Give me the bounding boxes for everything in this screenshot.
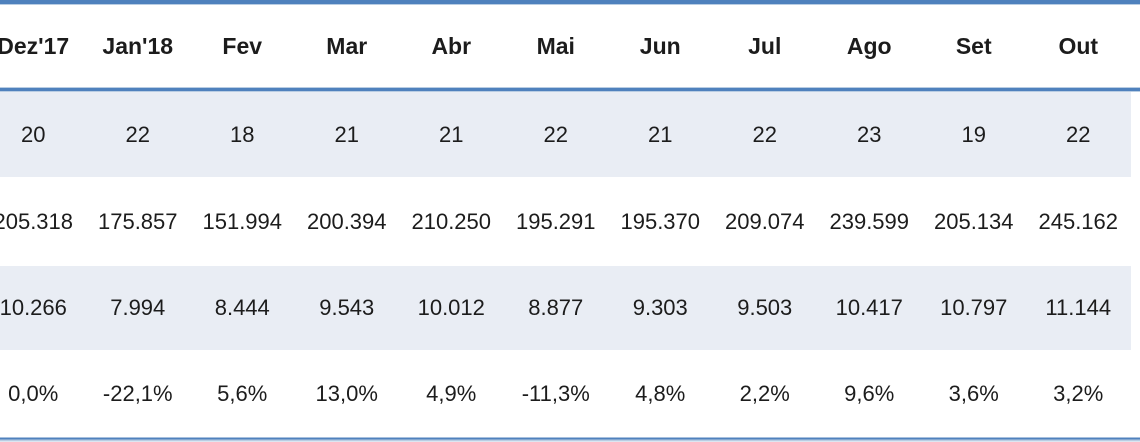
column-header: Set: [955, 32, 992, 59]
column-header: Jun: [639, 32, 681, 59]
table-cell: 239.599: [829, 208, 910, 234]
table-row: 20 22 18 21 21 22 21 22 23 19 22: [0, 92, 1131, 177]
table-cell: 7.994: [110, 295, 166, 320]
table-cell: 10.012: [417, 295, 485, 320]
table-cell: 4,8%: [635, 380, 686, 406]
table-cell: 23: [857, 121, 882, 147]
table-cell: 21: [334, 121, 359, 147]
table-cell: 9.303: [632, 295, 688, 320]
table-cell: 4,9%: [426, 380, 477, 406]
column-header: Mai: [536, 32, 575, 59]
table-cell: 5,6%: [217, 380, 268, 406]
table-cell: 22: [125, 121, 150, 147]
column-header: Mar: [326, 32, 368, 59]
table-cell: 22: [1066, 121, 1091, 147]
table-cell: 20: [21, 121, 46, 147]
table-cell: 18: [230, 121, 255, 147]
column-header: Jul: [748, 32, 782, 59]
column-header: Dez'17: [0, 32, 70, 59]
column-header: Abr: [431, 32, 472, 59]
table-cell: 175.857: [97, 208, 178, 234]
table-cell: 210.250: [411, 208, 492, 234]
header-underline-border: [0, 87, 1140, 92]
header-row: Dez'17 Jan'18 Fev Mar Abr Mai Jun Jul Ag…: [0, 5, 1131, 87]
table-cell: 13,0%: [315, 380, 378, 406]
table-cell: 151.994: [202, 208, 283, 234]
table-cell: 21: [439, 121, 464, 147]
table-cell: 2,2%: [739, 380, 790, 406]
table-cell: 8.877: [528, 295, 584, 320]
table-cell: 11.144: [1045, 295, 1112, 320]
table-cell: 9.543: [319, 295, 375, 320]
column-header: Fev: [222, 32, 263, 59]
table-cell: -22,1%: [102, 380, 173, 406]
table-cell: 8.444: [214, 295, 270, 320]
table-cell: 209.074: [724, 208, 805, 234]
table-cell: 21: [648, 121, 673, 147]
table-top-border: [0, 0, 1140, 5]
table-cell: 195.370: [620, 208, 701, 234]
table-cell: 22: [543, 121, 568, 147]
table-cell: -11,3%: [521, 380, 590, 406]
table-bottom-border: [0, 437, 1140, 442]
table-cell: 245.162: [1038, 208, 1119, 234]
table-cell: 9,6%: [844, 380, 895, 406]
table-cell: 3,6%: [948, 380, 999, 406]
table-cell: 205.134: [933, 208, 1014, 234]
table-cell: 22: [752, 121, 777, 147]
table-row: 205.318 175.857 151.994 200.394 210.250 …: [0, 177, 1131, 266]
table-cell: 19: [961, 121, 986, 147]
table-cell: 10.417: [835, 295, 903, 320]
table-row: 0,0% -22,1% 5,6% 13,0% 4,9% -11,3% 4,8% …: [0, 350, 1131, 437]
table-cell: 10.797: [940, 295, 1008, 320]
column-header: Jan'18: [102, 32, 174, 59]
table-cell: 200.394: [306, 208, 387, 234]
column-header: Ago: [846, 32, 892, 59]
table-cell: 9.503: [737, 295, 793, 320]
table-cell: 10.266: [0, 295, 67, 320]
table-cell: 195.291: [515, 208, 596, 234]
table-cell: 3,2%: [1053, 380, 1104, 406]
table-row: 10.266 7.994 8.444 9.543 10.012 8.877 9.…: [0, 266, 1131, 350]
table-cell: 205.318: [0, 208, 74, 234]
column-header: Out: [1058, 32, 1099, 59]
table-cell: 0,0%: [8, 380, 59, 406]
